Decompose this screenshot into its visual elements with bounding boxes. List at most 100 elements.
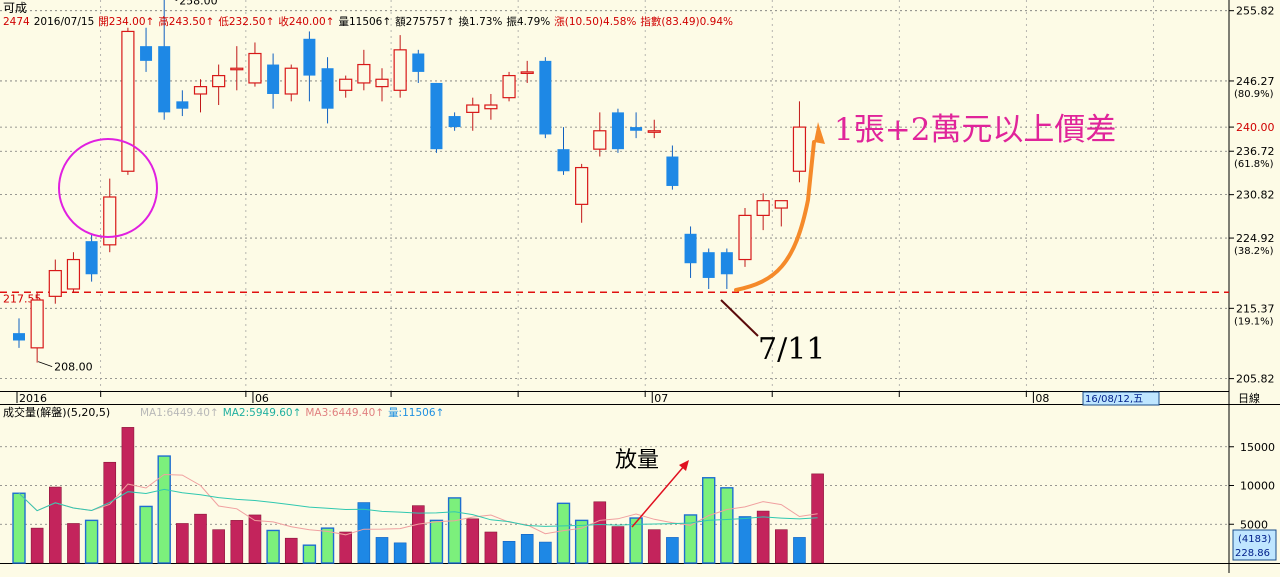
quote-field: 2474 xyxy=(3,16,30,28)
time-axis-ticks: 2016 06 07 08 xyxy=(16,0,1154,405)
candle-body xyxy=(357,63,371,84)
price-tick-label: 240.00 xyxy=(1236,121,1275,134)
candle-body xyxy=(792,126,807,172)
quote-field: 開234.00↑ xyxy=(98,16,154,28)
volume-bar xyxy=(320,527,335,564)
candle-body xyxy=(611,112,624,150)
candle-body xyxy=(466,104,480,113)
date-pointer xyxy=(720,299,759,337)
candle-body xyxy=(176,101,189,109)
price-readout: 228.86 xyxy=(1235,548,1270,559)
candlestick xyxy=(448,112,461,131)
candlestick xyxy=(720,248,733,289)
volume-bar xyxy=(121,427,135,564)
volume-bar xyxy=(447,497,462,564)
candle-body xyxy=(212,74,226,88)
candle-body xyxy=(30,299,44,349)
candle-body xyxy=(557,149,570,172)
volume-bar xyxy=(683,514,698,564)
candlestick xyxy=(158,0,171,120)
candle-body xyxy=(593,130,607,150)
date-badge-box xyxy=(1082,391,1160,406)
candlestick xyxy=(103,178,117,253)
price-tick-label: 255.82 xyxy=(1236,5,1275,18)
quote-field: 額275757↑ xyxy=(395,15,454,28)
candlestick xyxy=(412,49,425,83)
candle-body xyxy=(666,156,679,186)
volume-bar xyxy=(212,529,225,564)
volume-bar xyxy=(647,529,661,564)
candlestick xyxy=(321,57,334,124)
quote-field: 高243.50↑ xyxy=(158,15,214,28)
volume-bar xyxy=(411,505,425,564)
candlestick xyxy=(684,226,697,278)
volume-bar xyxy=(357,502,371,564)
price-tick-label: 246.27 xyxy=(1236,75,1275,88)
candlestick xyxy=(575,163,589,223)
candlestick xyxy=(339,75,353,98)
volume-annotation: 放量 xyxy=(615,448,659,473)
volume-bar xyxy=(611,526,625,564)
volume-bar xyxy=(574,519,589,564)
candlestick xyxy=(48,259,62,304)
candle-body xyxy=(539,60,552,135)
volume-bar xyxy=(666,537,679,564)
volume-bar xyxy=(629,517,643,564)
volume-bar xyxy=(84,519,99,564)
candlestick xyxy=(630,112,643,139)
month-label: 2016 xyxy=(19,392,47,405)
quote-field: 漲(10.50)4.58% xyxy=(554,16,636,28)
low-price-label: 208.00 xyxy=(54,361,93,374)
high-low-labels: 258.00 208.00 xyxy=(38,0,218,374)
price-tick-pct: (61.8%) xyxy=(1234,159,1274,170)
period-label[interactable]: 日線 xyxy=(1238,391,1260,405)
volume-readout-box xyxy=(1232,529,1277,561)
candle-body xyxy=(756,200,770,216)
candlestick xyxy=(611,108,624,153)
candle-body xyxy=(774,200,788,209)
candlestick xyxy=(212,64,226,106)
quote-field: 量11506↑ xyxy=(338,16,391,28)
volume-readout: (4183) xyxy=(1238,534,1271,545)
volume-arrow-head xyxy=(679,460,689,471)
volume-bar xyxy=(756,510,770,564)
candle-body xyxy=(158,46,171,113)
candle-body xyxy=(267,64,280,94)
volume-ma-short xyxy=(18,473,818,536)
candle-body xyxy=(520,71,534,75)
month-label: 06 xyxy=(255,392,269,405)
volume-bar xyxy=(375,537,389,564)
candle-body xyxy=(430,82,443,150)
candlestick xyxy=(520,60,534,83)
volume-bar xyxy=(67,523,80,564)
upward-arrow-head xyxy=(814,122,825,144)
volume-bar xyxy=(793,537,806,564)
volume-axis-labels: 5000 10000 15000 xyxy=(1229,441,1275,531)
highlight-circle xyxy=(58,138,158,238)
candle-body xyxy=(284,67,298,95)
volume-bar xyxy=(139,505,153,564)
price-tick-label: 224.92 xyxy=(1236,232,1275,245)
volume-bar xyxy=(774,529,788,564)
ma-label: MA1:6449.40↑ xyxy=(140,407,219,419)
volume-bar xyxy=(103,461,117,564)
candlestick xyxy=(702,248,715,289)
candlestick-series xyxy=(13,0,807,363)
volume-tick-label: 10000 xyxy=(1240,480,1275,493)
candlestick xyxy=(230,46,244,91)
volume-bar xyxy=(556,502,571,564)
volume-tick-label: 5000 xyxy=(1240,518,1268,531)
quote-field: 指數(83.49)0.94% xyxy=(640,15,733,28)
volume-bar xyxy=(48,486,62,564)
candlestick xyxy=(30,292,44,363)
candle-body xyxy=(121,30,135,172)
candlestick xyxy=(466,97,480,131)
upward-arrow xyxy=(734,140,816,292)
candle-body xyxy=(103,196,117,246)
volume-bar xyxy=(194,513,207,564)
candle-body xyxy=(575,166,589,205)
month-label: 08 xyxy=(1035,392,1049,405)
candle-body xyxy=(85,241,98,275)
